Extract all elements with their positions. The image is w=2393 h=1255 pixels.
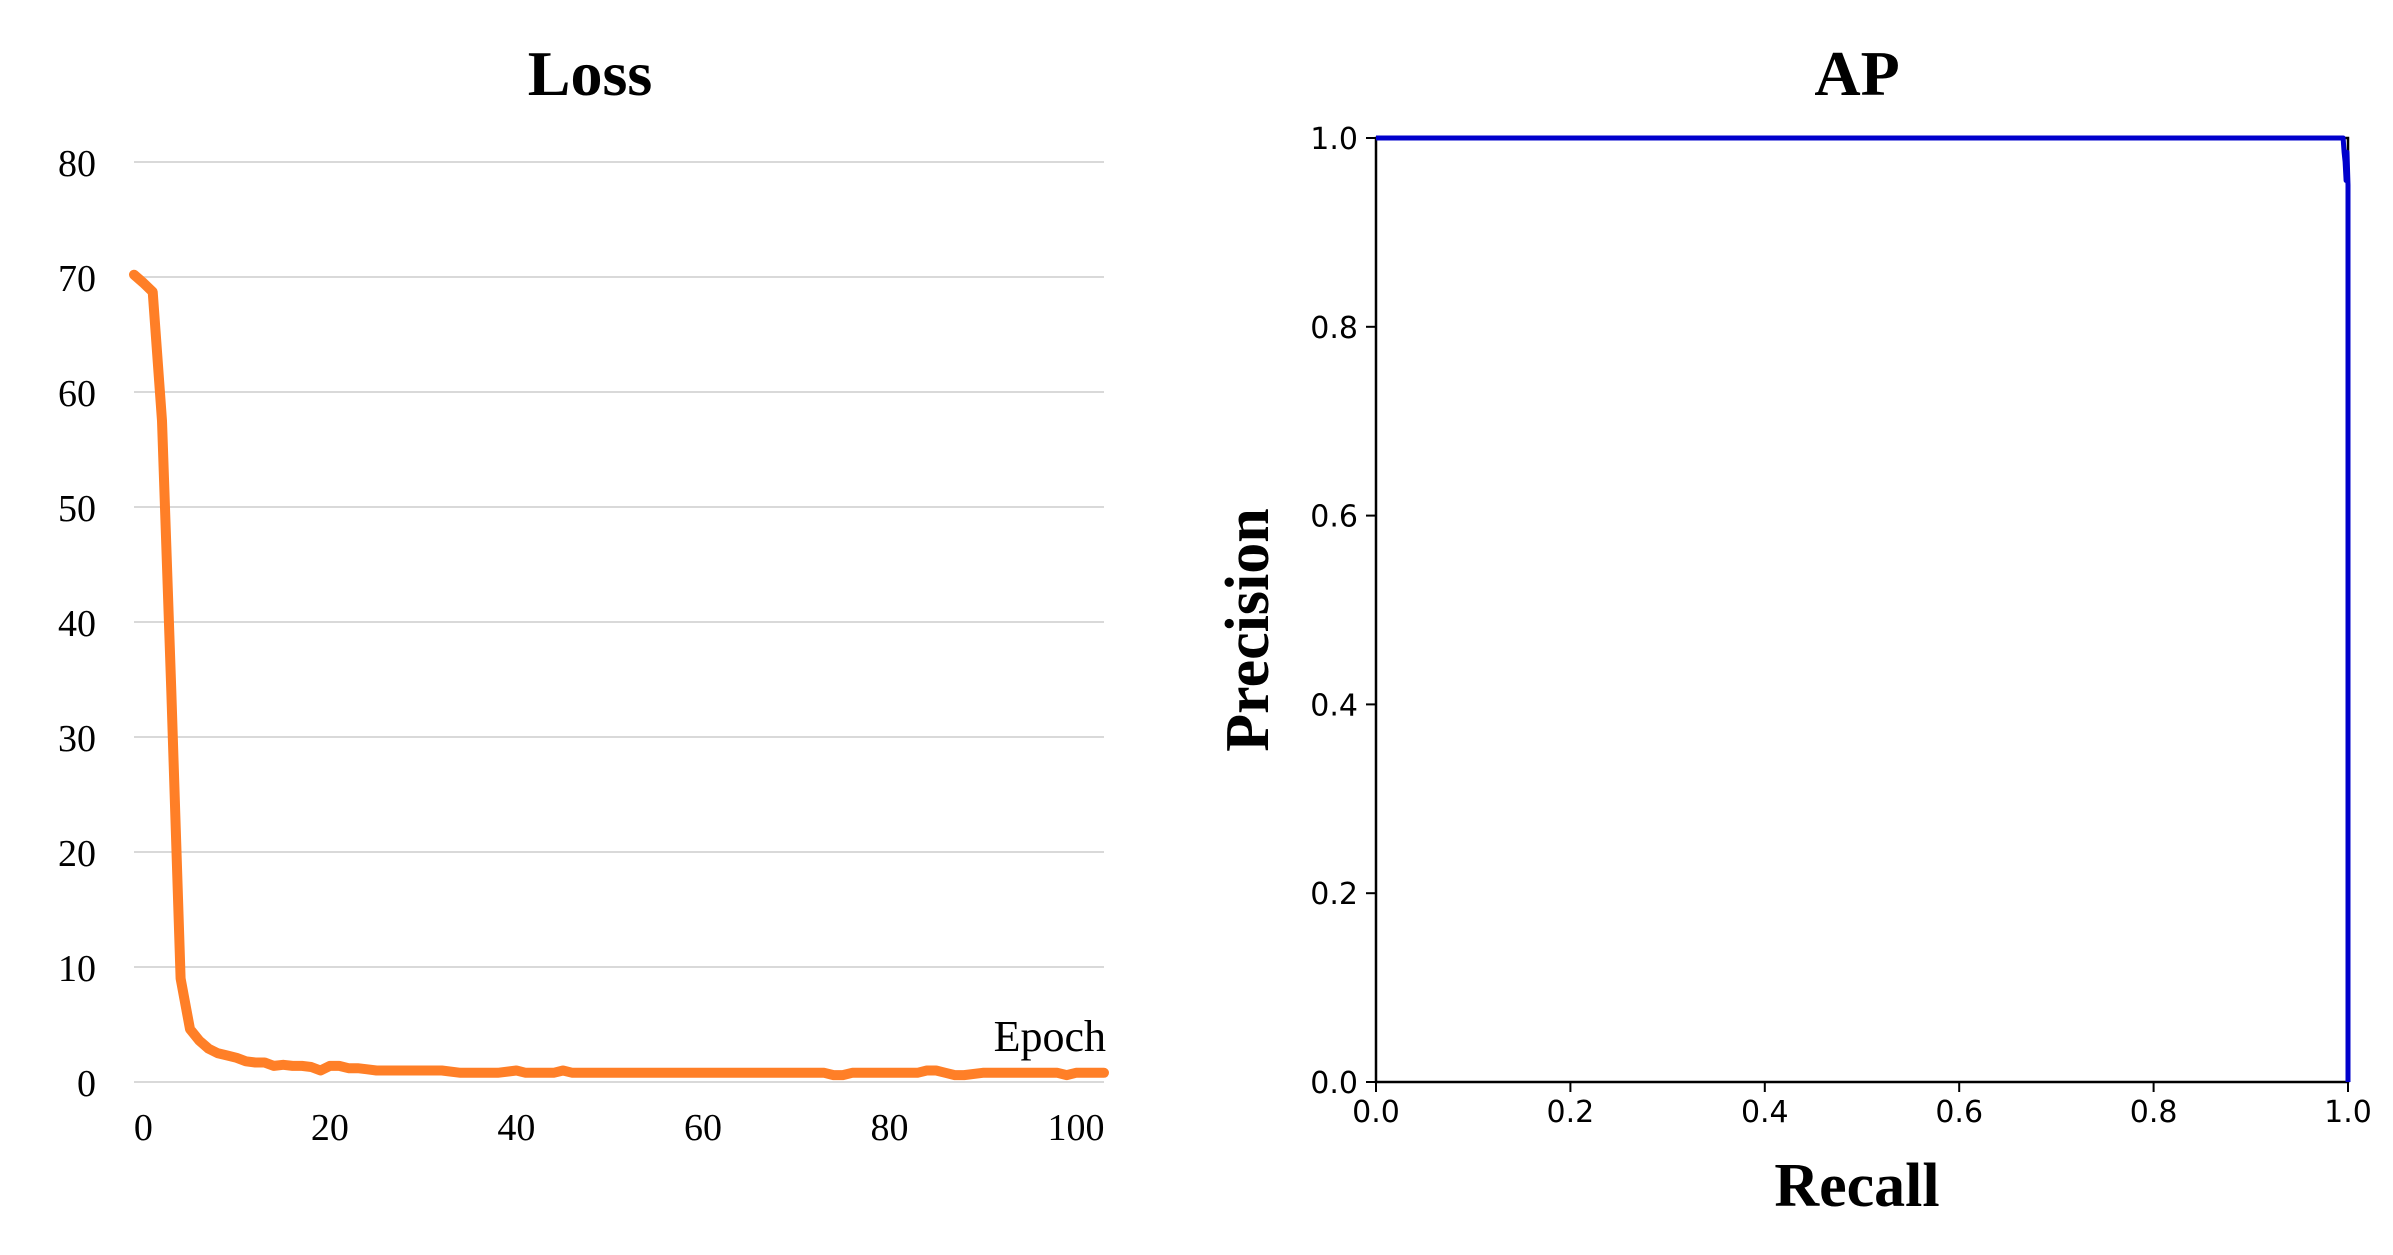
loss-x-tick-label: 40 (497, 1107, 535, 1149)
loss-x-tick-labels: 0 20 40 60 80 100 (134, 1107, 1105, 1149)
ap-x-tick-label: 0.2 (1547, 1095, 1595, 1130)
ap-x-tick-label: 0.4 (1741, 1095, 1789, 1130)
ap-series-line (1376, 135, 2351, 1082)
loss-x-tick-label: 60 (684, 1107, 722, 1149)
loss-y-tick-label: 60 (58, 373, 96, 415)
ap-x-tick-label: 0.0 (1352, 1095, 1400, 1130)
loss-y-tick-label: 30 (58, 718, 96, 760)
loss-x-tick-label: 80 (870, 1107, 908, 1149)
ap-x-tick-label: 1.0 (2324, 1095, 2372, 1130)
loss-x-axis-label: Epoch (994, 1012, 1106, 1061)
loss-x-tick-label: 20 (311, 1107, 349, 1149)
loss-y-tick-labels: 0 10 20 30 40 50 60 70 80 (58, 143, 96, 1105)
loss-chart-title: Loss (528, 38, 653, 109)
ap-y-tick-label: 0.6 (1310, 500, 1358, 535)
loss-y-tick-label: 80 (58, 143, 96, 185)
ap-chart-title: AP (1814, 38, 1899, 109)
ap-x-tick-label: 0.8 (2130, 1095, 2178, 1130)
ap-y-axis-label: Precision (1214, 508, 1282, 751)
loss-y-tick-label: 20 (58, 833, 96, 875)
ap-ticks (1366, 137, 2349, 1092)
ap-x-tick-labels: 0.0 0.2 0.4 0.6 0.8 1.0 (1352, 1095, 2372, 1130)
loss-x-tick-label: 100 (1048, 1107, 1105, 1149)
ap-y-tick-label: 0.4 (1310, 688, 1358, 723)
ap-y-tick-labels: 0.0 0.2 0.4 0.6 0.8 1.0 (1310, 122, 1358, 1101)
ap-y-tick-label: 0.0 (1310, 1066, 1358, 1101)
loss-x-tick-label: 0 (134, 1107, 153, 1149)
ap-y-tick-label: 0.8 (1310, 311, 1358, 346)
ap-x-axis-label: Recall (1774, 1152, 1939, 1220)
loss-grid (134, 161, 1104, 1083)
ap-plot-frame (1374, 136, 2350, 1084)
loss-series-line (129, 269, 1109, 1081)
loss-y-tick-label: 10 (58, 948, 96, 990)
loss-chart: Loss 0 10 20 30 40 50 60 70 80 0 20 40 60 80 100 Epoc… (58, 38, 1109, 1149)
loss-y-tick-label: 50 (58, 488, 96, 530)
ap-y-tick-label: 1.0 (1310, 122, 1358, 157)
loss-y-tick-label: 40 (58, 603, 96, 645)
loss-y-tick-label: 70 (58, 258, 96, 300)
ap-y-tick-label: 0.2 (1310, 877, 1358, 912)
loss-y-tick-label: 0 (77, 1063, 96, 1105)
ap-x-tick-label: 0.6 (1935, 1095, 1983, 1130)
ap-chart: AP 0.0 0.2 0.4 0.6 0.8 1.0 0.0 0.2 0.4 0.6 0.8 1.0… (1214, 38, 2372, 1220)
